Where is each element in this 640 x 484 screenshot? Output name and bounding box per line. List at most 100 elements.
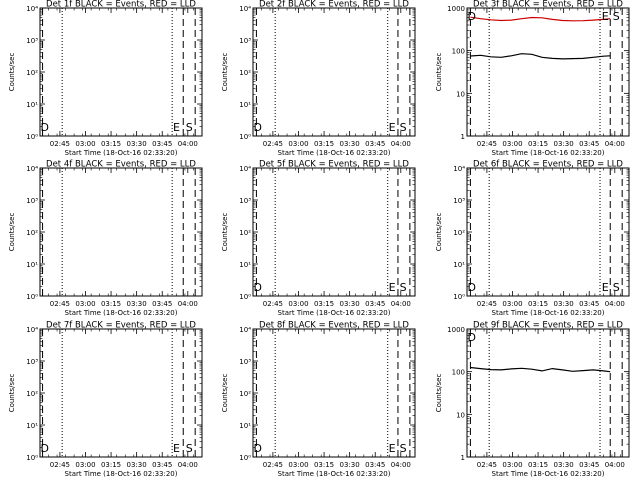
y-axis-label: Counts/sec xyxy=(8,53,16,92)
y-tick-label: 10⁰ xyxy=(453,293,465,301)
y-axis-label: Counts/sec xyxy=(8,213,16,252)
x-tick-label: 03:00 xyxy=(502,140,522,148)
series-line-1 xyxy=(470,53,611,60)
y-tick-label: 10⁰ xyxy=(26,293,38,301)
marker-label: S xyxy=(186,121,193,134)
y-tick-label: 10² xyxy=(26,229,38,237)
marker-label: S xyxy=(186,442,193,455)
marker-label: S xyxy=(400,121,407,134)
y-tick-label: 10¹ xyxy=(26,101,38,109)
y-axis-label: Counts/sec xyxy=(435,53,443,92)
x-tick-label: 03:30 xyxy=(554,140,574,148)
x-tick-label: 04:00 xyxy=(391,300,411,308)
x-axis-label: Start Time (18-Oct-16 02:33:20) xyxy=(65,309,178,317)
y-tick-label: 10 xyxy=(456,90,465,98)
y-tick-label: 100 xyxy=(452,48,465,56)
y-tick-label: 10³ xyxy=(453,197,465,205)
x-tick-label: 03:30 xyxy=(127,300,147,308)
y-tick-label: 10⁴ xyxy=(239,165,251,173)
x-tick-label: 03:45 xyxy=(579,461,599,469)
x-tick-label: 03:45 xyxy=(152,461,172,469)
marker-label: D xyxy=(41,121,49,134)
x-tick-label: 03:30 xyxy=(340,300,360,308)
marker-label: D xyxy=(254,121,262,134)
x-tick-label: 03:00 xyxy=(75,461,95,469)
y-tick-label: 10¹ xyxy=(453,261,465,269)
y-tick-label: 10² xyxy=(26,390,38,398)
x-tick-label: 03:15 xyxy=(314,300,334,308)
chart-panel-6: Det 6f BLACK = Events, RED = LLD 10⁰ 10¹ 10… xyxy=(435,160,630,317)
y-tick-label: 1 xyxy=(461,454,465,462)
x-tick-label: 03:30 xyxy=(127,461,147,469)
x-axis-label: Start Time (18-Oct-16 02:33:20) xyxy=(278,149,391,157)
x-tick-label: 03:45 xyxy=(365,140,385,148)
x-tick-label: 02:45 xyxy=(50,300,70,308)
y-tick-label: 10³ xyxy=(26,37,38,45)
y-tick-label: 10⁴ xyxy=(239,5,251,13)
plot-frame xyxy=(466,167,630,297)
chart-title: Det 3f BLACK = Events, RED = LLD xyxy=(473,0,623,10)
x-tick-label: 03:45 xyxy=(152,140,172,148)
x-tick-label: 02:45 xyxy=(477,461,497,469)
y-tick-label: 10³ xyxy=(239,37,251,45)
x-tick-label: 02:45 xyxy=(263,140,283,148)
y-tick-label: 10¹ xyxy=(239,422,251,430)
y-tick-label: 1000 xyxy=(447,326,465,334)
x-tick-label: 03:15 xyxy=(101,300,121,308)
y-tick-label: 10¹ xyxy=(239,101,251,109)
y-tick-label: 10² xyxy=(239,69,251,77)
chart-title: Det 9f BLACK = Events, RED = LLD xyxy=(473,321,623,331)
x-tick-label: 03:00 xyxy=(288,140,308,148)
chart-title: Det 7f BLACK = Events, RED = LLD xyxy=(46,321,196,331)
y-tick-label: 10⁰ xyxy=(26,133,38,141)
y-axis-label: Counts/sec xyxy=(435,213,443,252)
y-tick-label: 10³ xyxy=(26,358,38,366)
chart-title: Det 6f BLACK = Events, RED = LLD xyxy=(473,160,623,170)
chart-panel-4: Det 4f BLACK = Events, RED = LLD 10⁰ 10¹ 10… xyxy=(8,160,203,317)
x-tick-label: 03:45 xyxy=(365,300,385,308)
x-tick-label: 03:30 xyxy=(127,140,147,148)
marker-label: D xyxy=(468,331,476,344)
marker-label: D xyxy=(468,281,476,294)
chart-title: Det 2f BLACK = Events, RED = LLD xyxy=(259,0,409,10)
plot-frame xyxy=(252,7,416,137)
x-tick-label: 02:45 xyxy=(50,461,70,469)
x-tick-label: 03:15 xyxy=(101,140,121,148)
plot-frame xyxy=(39,328,203,458)
x-tick-label: 03:15 xyxy=(101,461,121,469)
chart-panel-9: Det 9f BLACK = Events, RED = LLD 1 10 100 10… xyxy=(435,321,630,478)
marker-label: E xyxy=(389,281,396,294)
marker-label: E xyxy=(173,442,180,455)
y-axis-label: Counts/sec xyxy=(221,213,229,252)
marker-label: S xyxy=(400,281,407,294)
x-tick-label: 03:00 xyxy=(502,461,522,469)
x-tick-label: 02:45 xyxy=(477,140,497,148)
x-tick-label: 03:00 xyxy=(75,140,95,148)
y-tick-label: 10³ xyxy=(26,197,38,205)
marker-label: D xyxy=(254,281,262,294)
y-tick-label: 10 xyxy=(456,411,465,419)
y-tick-label: 10⁴ xyxy=(26,165,38,173)
y-tick-label: 10³ xyxy=(239,358,251,366)
y-tick-label: 10² xyxy=(453,229,465,237)
marker-label: S xyxy=(400,442,407,455)
x-axis-label: Start Time (18-Oct-16 02:33:20) xyxy=(65,470,178,478)
y-tick-label: 10¹ xyxy=(26,261,38,269)
marker-label: S xyxy=(613,10,620,23)
x-tick-label: 02:45 xyxy=(263,300,283,308)
x-axis-label: Start Time (18-Oct-16 02:33:20) xyxy=(65,149,178,157)
x-tick-label: 03:45 xyxy=(152,300,172,308)
y-tick-label: 10⁴ xyxy=(239,326,251,334)
x-tick-label: 03:15 xyxy=(528,140,548,148)
marker-label: E xyxy=(602,281,609,294)
chart-panel-5: Det 5f BLACK = Events, RED = LLD 10⁰ 10¹ 10… xyxy=(221,160,416,317)
x-axis-label: Start Time (18-Oct-16 02:33:20) xyxy=(492,470,605,478)
x-tick-label: 03:00 xyxy=(502,300,522,308)
y-tick-label: 10¹ xyxy=(26,422,38,430)
chart-title: Det 5f BLACK = Events, RED = LLD xyxy=(259,160,409,170)
x-axis-label: Start Time (18-Oct-16 02:33:20) xyxy=(278,470,391,478)
y-axis-label: Counts/sec xyxy=(435,374,443,413)
marker-label: D xyxy=(468,10,476,23)
x-tick-label: 03:15 xyxy=(314,461,334,469)
